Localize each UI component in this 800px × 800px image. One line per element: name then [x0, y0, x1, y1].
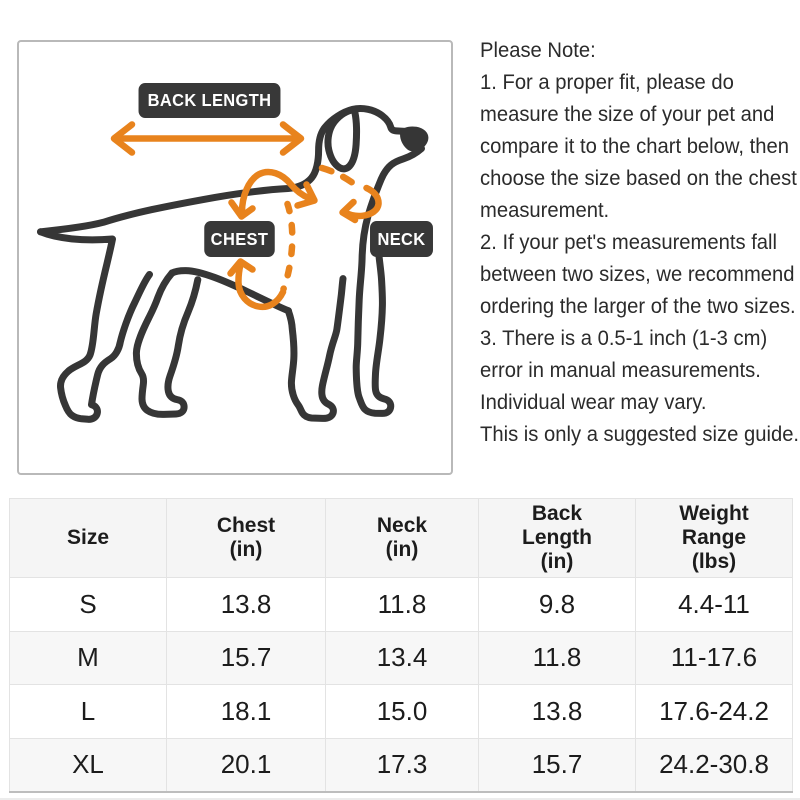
- dog-near-hind-leg: [132, 269, 202, 418]
- note-paragraph-2: 2. If your pet's measurements fall betwe…: [480, 230, 796, 318]
- value-cell: 15.7: [166, 630, 326, 685]
- value-cell: 4.4-11: [635, 577, 793, 632]
- chest-arch-right-head: [294, 181, 318, 209]
- neck-arc-head: [339, 198, 359, 224]
- note-paragraph-4: This is only a suggested size guide.: [480, 422, 800, 446]
- size-chart-header-cell: Back Length (in): [478, 498, 636, 578]
- chest-label-text: CHEST: [210, 228, 269, 249]
- chest-girth-dashed: [280, 200, 296, 293]
- bottom-divider: [0, 798, 800, 800]
- size-chart-header-cell: Size: [9, 498, 167, 578]
- value-cell: 11.8: [325, 577, 479, 632]
- value-cell: 13.4: [325, 630, 479, 685]
- size-cell: L: [9, 684, 167, 739]
- size-cell: M: [9, 630, 167, 685]
- value-cell: 13.8: [166, 577, 326, 632]
- size-chart-header-cell: Neck (in): [325, 498, 479, 578]
- note-paragraph-3: 3. There is a 0.5-1 inch (1-3 cm) error …: [480, 326, 768, 414]
- back-length-label-text: BACK LENGTH: [147, 90, 272, 110]
- value-cell: 15.7: [478, 737, 636, 792]
- size-chart-row-l: L 18.1 15.0 13.8 17.6-24.2: [9, 684, 793, 739]
- dog-near-front-leg: [352, 145, 425, 417]
- size-cell: S: [9, 577, 167, 632]
- value-cell: 18.1: [166, 684, 326, 739]
- size-chart-body: S 13.8 11.8 9.8 4.4-11 M 15.7 13.4 11.8 11-17.6 L 1…: [9, 577, 793, 792]
- value-cell: 13.8: [478, 684, 636, 739]
- chest-arch: [238, 168, 313, 216]
- back-length-arrow-right-head: [279, 121, 305, 156]
- neck-label: NECK: [370, 221, 433, 257]
- value-cell: 11.8: [478, 630, 636, 685]
- neck-label-text: NECK: [377, 228, 426, 249]
- chest-hook: [235, 261, 287, 311]
- size-chart: Size Chest (in) Neck (in) Back Length (in) W…: [9, 498, 793, 793]
- value-cell: 15.0: [325, 684, 479, 739]
- dog-far-hind-leg: [37, 228, 153, 423]
- size-chart-header-row: Size Chest (in) Neck (in) Back Length (in) W…: [9, 498, 793, 578]
- size-chart-header-cell: Chest (in): [166, 498, 326, 578]
- note-paragraph-1: 1. For a proper fit, please do measure t…: [480, 70, 797, 222]
- size-chart-table: Size Chest (in) Neck (in) Back Length (in) W…: [9, 498, 793, 793]
- dog-measurement-diagram: BACK LENGTH CHEST NECK: [17, 40, 453, 475]
- size-cell: XL: [9, 737, 167, 792]
- size-chart-header-cell: Weight Range (lbs): [635, 498, 793, 578]
- dog-ear: [324, 106, 360, 173]
- chest-label: CHEST: [204, 221, 275, 257]
- chest-arch-left-head: [228, 199, 256, 220]
- value-cell: 24.2-30.8: [635, 737, 793, 792]
- value-cell: 17.3: [325, 737, 479, 792]
- notes-heading: Please Note:: [480, 38, 596, 62]
- value-cell: 11-17.6: [635, 630, 793, 685]
- value-cell: 20.1: [166, 737, 326, 792]
- back-length-arrow-left-head: [110, 121, 136, 156]
- dog-far-front-leg: [285, 275, 347, 422]
- neck-dashed: [318, 164, 357, 187]
- back-length-label: BACK LENGTH: [138, 83, 281, 118]
- dog-line-art: [37, 105, 429, 423]
- chest-hook-head: [227, 258, 256, 277]
- size-chart-row-s: S 13.8 11.8 9.8 4.4-11: [9, 577, 793, 632]
- dog-nose: [400, 126, 429, 152]
- value-cell: 17.6-24.2: [635, 684, 793, 739]
- value-cell: 9.8: [478, 577, 636, 632]
- dog-belly: [168, 267, 292, 315]
- notes-block: Please Note: 1. For a proper fit, please…: [480, 34, 800, 450]
- size-chart-row-xl: XL 20.1 17.3 15.7 24.2-30.8: [9, 737, 793, 792]
- size-chart-header: Size Chest (in) Neck (in) Back Length (in) W…: [9, 498, 793, 578]
- size-chart-row-m: M 15.7 13.4 11.8 11-17.6: [9, 630, 793, 685]
- dog-back-and-head: [37, 105, 409, 236]
